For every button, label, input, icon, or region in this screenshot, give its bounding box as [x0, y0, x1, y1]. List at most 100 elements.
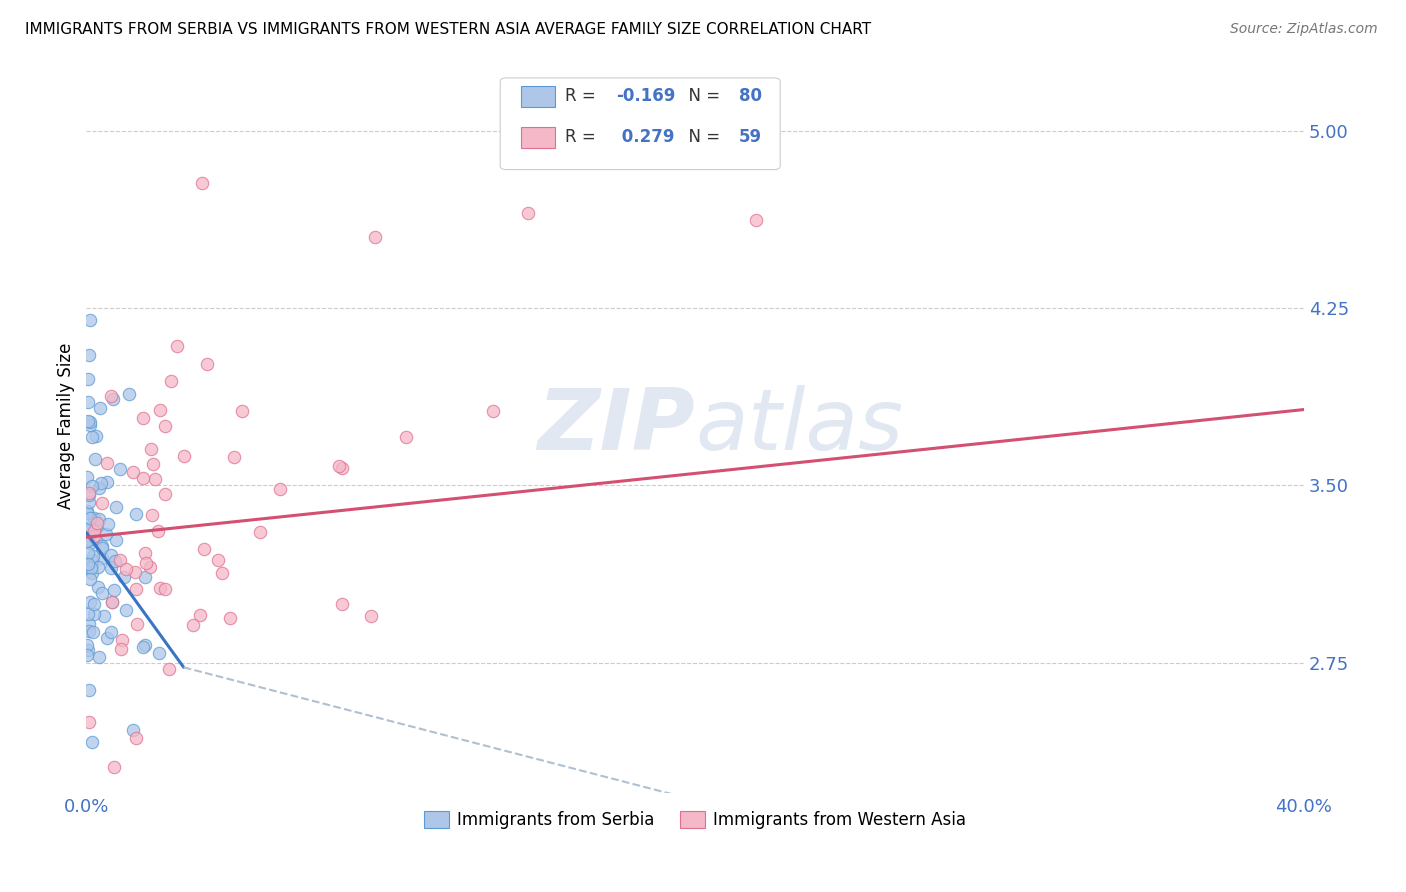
Point: [79, 511, 101, 525]
Point: [91, 539, 114, 553]
Point: [87, 481, 110, 495]
Point: [124, 731, 146, 745]
Point: [103, 392, 125, 406]
Point: [87, 512, 110, 526]
FancyBboxPatch shape: [520, 86, 555, 106]
Y-axis label: Average Family Size: Average Family Size: [58, 343, 75, 509]
Point: [330, 461, 353, 475]
Point: [141, 508, 163, 522]
Point: [330, 597, 353, 611]
Point: [101, 595, 124, 609]
Point: [157, 661, 180, 675]
Point: [77, 348, 100, 362]
Point: [83, 511, 105, 525]
Point: [125, 508, 148, 522]
Point: [516, 206, 538, 220]
Point: [134, 546, 156, 560]
Point: [155, 582, 177, 596]
Point: [96, 456, 118, 470]
Point: [121, 465, 143, 479]
Point: [112, 570, 135, 584]
Point: [76, 372, 98, 386]
Point: [82, 734, 104, 748]
Text: N =: N =: [678, 87, 725, 105]
Point: [90, 551, 112, 566]
Point: [80, 553, 103, 567]
Point: [89, 401, 111, 415]
Point: [76, 414, 98, 428]
Point: [132, 471, 155, 485]
Point: [115, 603, 138, 617]
Point: [84, 533, 107, 548]
Text: 80: 80: [738, 87, 762, 105]
Text: IMMIGRANTS FROM SERBIA VS IMMIGRANTS FROM WESTERN ASIA AVERAGE FAMILY SIZE CORRE: IMMIGRANTS FROM SERBIA VS IMMIGRANTS FRO…: [25, 22, 872, 37]
Text: R =: R =: [565, 87, 600, 105]
Point: [219, 611, 242, 625]
Point: [90, 541, 112, 555]
Point: [100, 624, 122, 639]
Point: [79, 595, 101, 609]
Point: [79, 417, 101, 432]
Point: [76, 503, 98, 517]
Point: [111, 633, 134, 648]
Point: [118, 387, 141, 401]
Point: [87, 559, 110, 574]
Point: [183, 618, 205, 632]
Point: [83, 529, 105, 543]
Point: [122, 723, 145, 737]
Point: [108, 461, 131, 475]
Point: [86, 428, 108, 442]
Point: [76, 607, 98, 621]
Point: [142, 457, 165, 471]
Point: [80, 430, 103, 444]
Point: [77, 683, 100, 698]
Text: atlas: atlas: [695, 384, 903, 467]
Point: [155, 418, 177, 433]
Point: [87, 581, 110, 595]
Point: [153, 487, 176, 501]
Point: [79, 520, 101, 534]
Point: [77, 532, 100, 546]
Point: [79, 486, 101, 500]
Point: [190, 607, 212, 622]
Text: R =: R =: [565, 128, 600, 146]
Point: [191, 176, 214, 190]
Point: [148, 524, 170, 538]
Point: [108, 553, 131, 567]
Point: [82, 625, 104, 640]
Point: [89, 649, 111, 664]
Point: [115, 562, 138, 576]
Point: [125, 582, 148, 596]
Point: [249, 524, 271, 539]
Point: [100, 561, 122, 575]
Point: [149, 582, 172, 596]
Text: ZIP: ZIP: [537, 384, 695, 467]
Point: [328, 459, 350, 474]
Point: [193, 541, 215, 556]
Point: [93, 609, 115, 624]
Point: [76, 533, 98, 548]
Point: [76, 546, 98, 560]
FancyBboxPatch shape: [520, 127, 555, 147]
Point: [76, 506, 98, 520]
Point: [76, 470, 98, 484]
Point: [149, 402, 172, 417]
Text: 0.279: 0.279: [616, 128, 675, 146]
Point: [76, 524, 98, 538]
Point: [482, 404, 505, 418]
Text: Source: ZipAtlas.com: Source: ZipAtlas.com: [1230, 22, 1378, 37]
Point: [745, 213, 768, 227]
Text: N =: N =: [678, 128, 725, 146]
Point: [132, 640, 155, 655]
Point: [173, 450, 195, 464]
Point: [103, 760, 125, 774]
Text: 59: 59: [738, 128, 762, 146]
Point: [269, 482, 291, 496]
Point: [79, 715, 101, 730]
Point: [79, 415, 101, 429]
Point: [96, 632, 118, 646]
Point: [197, 358, 219, 372]
Legend: Immigrants from Serbia, Immigrants from Western Asia: Immigrants from Serbia, Immigrants from …: [418, 804, 973, 836]
Point: [105, 533, 128, 548]
Point: [134, 638, 156, 652]
